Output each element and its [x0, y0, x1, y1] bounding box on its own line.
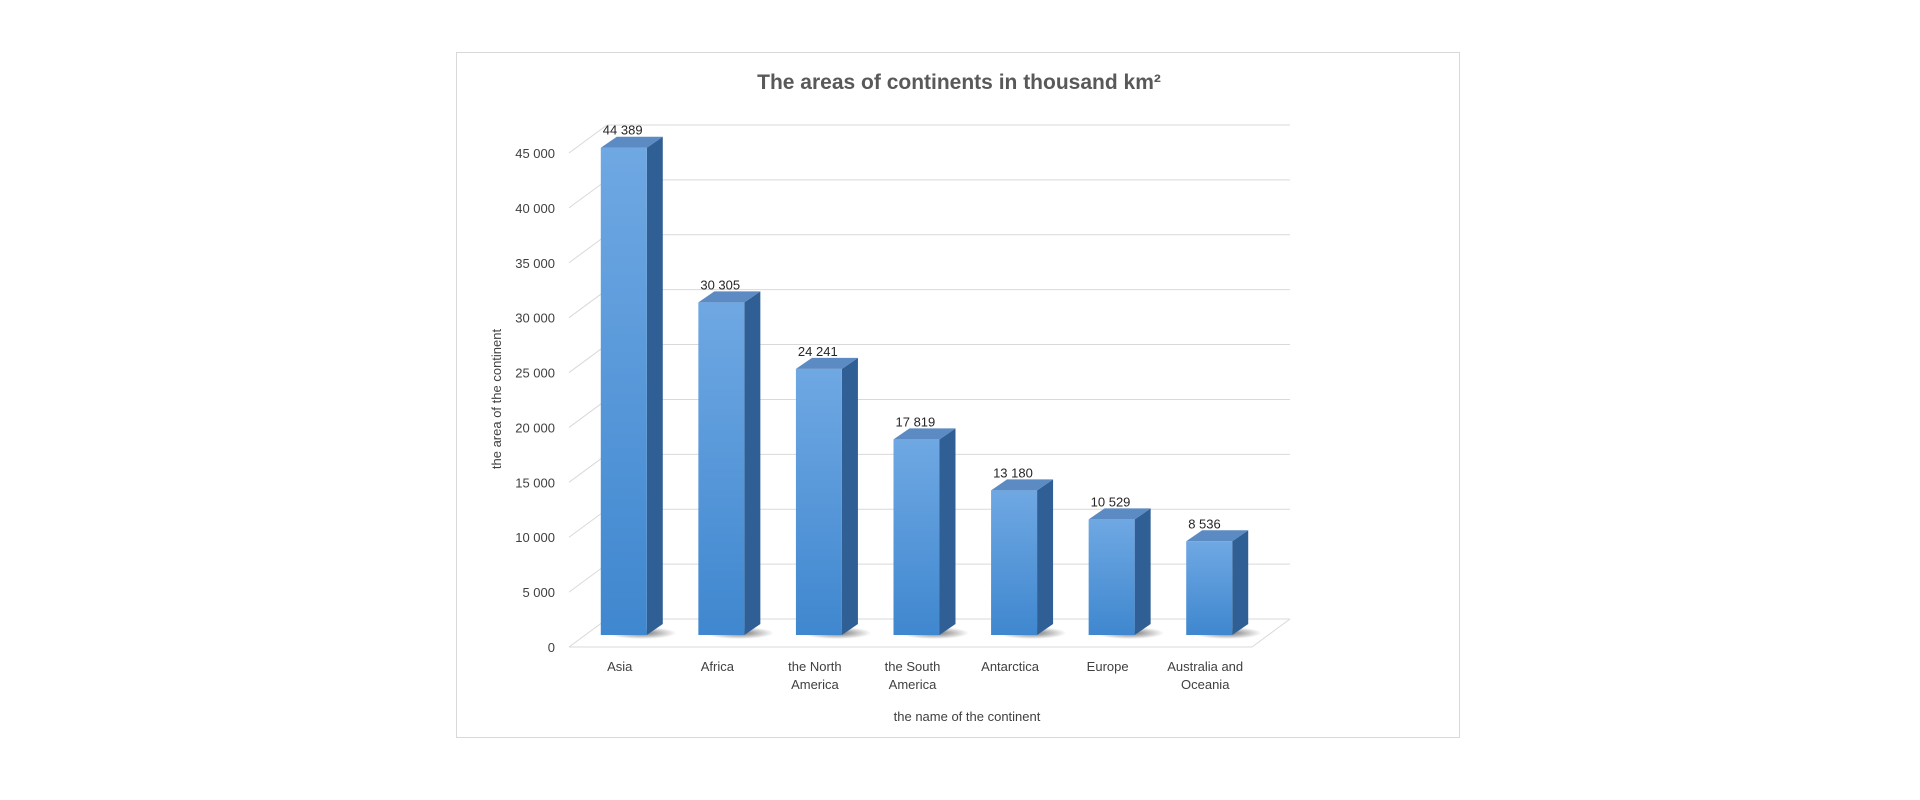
labels-layer: 0 5 000 10 000 15 000 20 000 25 000 30 000 35 0…: [515, 123, 1243, 692]
bar-chart: 0 5 000 10 000 15 000 20 000 25 000 30 000 35 0…: [489, 71, 1291, 724]
y-tick-label: 15 000: [515, 475, 555, 490]
data-label: 13 180: [993, 465, 1033, 480]
y-tick-label: 20 000: [515, 420, 555, 435]
gridline: [568, 179, 1290, 209]
bar: [795, 357, 872, 639]
chart-frame: 0 5 000 10 000 15 000 20 000 25 000 30 000 35 0…: [456, 52, 1460, 738]
gridline: [568, 344, 1290, 373]
data-label: 44 389: [603, 123, 643, 138]
data-label: 30 305: [700, 277, 740, 292]
y-tick-label: 25 000: [515, 366, 555, 381]
bars-layer: [600, 136, 1262, 639]
bar: [991, 479, 1067, 639]
x-tick-label: Australia and Oceania: [1167, 659, 1243, 692]
y-tick-label: 0: [548, 640, 555, 655]
chart-title: The areas of continents in thousand km²: [757, 71, 1161, 94]
y-tick-label: 10 000: [515, 530, 555, 545]
data-label: 24 241: [798, 344, 838, 359]
y-tick-label: 35 000: [515, 256, 555, 271]
data-label: 17 819: [896, 414, 936, 429]
x-tick-label: Europe: [1087, 659, 1129, 674]
y-tick-label: 40 000: [515, 201, 555, 216]
bar: [1088, 508, 1165, 639]
gridline: [568, 289, 1290, 319]
y-tick-label: 5 000: [522, 585, 555, 600]
floor-side-edge: [1251, 618, 1291, 648]
gridline: [568, 234, 1290, 264]
y-tick-label: 45 000: [515, 146, 555, 161]
bar: [893, 428, 969, 639]
x-tick-label: Antarctica: [981, 659, 1040, 674]
x-tick-label: the South America: [885, 659, 941, 692]
y-axis-title: the area of the continent: [489, 329, 504, 470]
gridline: [568, 124, 1290, 154]
data-label: 10 529: [1091, 494, 1131, 509]
bar: [1186, 530, 1262, 639]
y-tick-label: 30 000: [515, 311, 555, 326]
x-axis-title: the name of the continent: [894, 709, 1041, 724]
x-tick-label: the North America: [788, 659, 841, 692]
x-tick-label: Asia: [607, 659, 633, 674]
bar: [600, 136, 677, 639]
x-tick-label: Africa: [701, 659, 735, 674]
bar: [698, 291, 774, 639]
data-label: 8 536: [1188, 516, 1221, 531]
